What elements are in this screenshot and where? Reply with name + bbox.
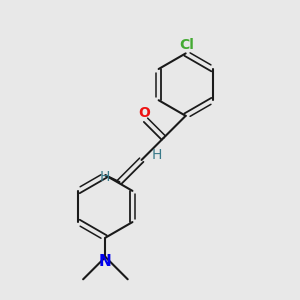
Text: N: N <box>99 254 112 269</box>
Text: Cl: Cl <box>180 38 195 52</box>
Text: H: H <box>99 170 110 184</box>
Text: O: O <box>138 106 150 120</box>
Text: H: H <box>151 148 162 162</box>
